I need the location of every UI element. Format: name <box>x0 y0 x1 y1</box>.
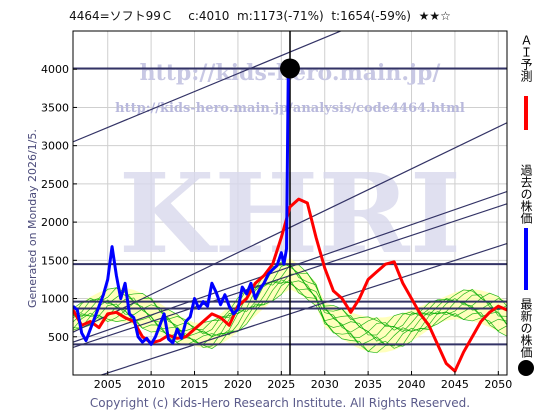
y-tick-label: 3500 <box>41 101 69 114</box>
header-current: c:4010 <box>188 9 230 23</box>
x-tick-label: 2020 <box>224 378 252 391</box>
latest-price-marker <box>280 58 300 79</box>
x-tick-label: 2050 <box>484 378 512 391</box>
x-tick-label: 2010 <box>137 378 165 391</box>
header-code-name: 4464=ソフト99Ｃ <box>69 9 173 23</box>
plot-frame <box>72 30 508 376</box>
header-min: m:1173(-71%) <box>237 9 324 23</box>
x-tick-label: 2025 <box>267 378 295 391</box>
x-tick-label: 2045 <box>441 378 469 391</box>
legend-latest-swatch <box>518 360 534 376</box>
y-tick-label: 2000 <box>41 216 69 229</box>
header-rating: ★★☆ <box>418 9 451 23</box>
x-tick-label: 2035 <box>354 378 382 391</box>
legend-label: 過去の株価 <box>519 164 533 224</box>
y-tick-label: 1500 <box>41 254 69 267</box>
copyright-footer: Copyright (c) Kids-Hero Research Institu… <box>89 396 471 410</box>
y-tick-label: 4000 <box>41 63 69 76</box>
y-tick-label: 2500 <box>41 178 69 191</box>
x-tick-label: 2030 <box>311 378 339 391</box>
x-tick-label: 2015 <box>181 378 209 391</box>
generated-date-label: Generated on Monday 2026/1/5. <box>26 129 39 308</box>
legend-label: ＡＩ予測 <box>519 34 533 83</box>
y-tick-label: 1000 <box>41 293 69 306</box>
legend-label: 最新の株価 <box>519 298 533 358</box>
chart-header: 4464=ソフト99Ｃ c:4010 m:1173(-71%) t:1654(-… <box>0 7 520 24</box>
x-tick-label: 2005 <box>94 378 122 391</box>
y-tick-label: 500 <box>48 331 69 344</box>
past-price-line <box>73 67 292 346</box>
y-tick-label: 3000 <box>41 140 69 153</box>
x-tick-label: 2040 <box>398 378 426 391</box>
header-target: t:1654(-59%) <box>331 9 411 23</box>
